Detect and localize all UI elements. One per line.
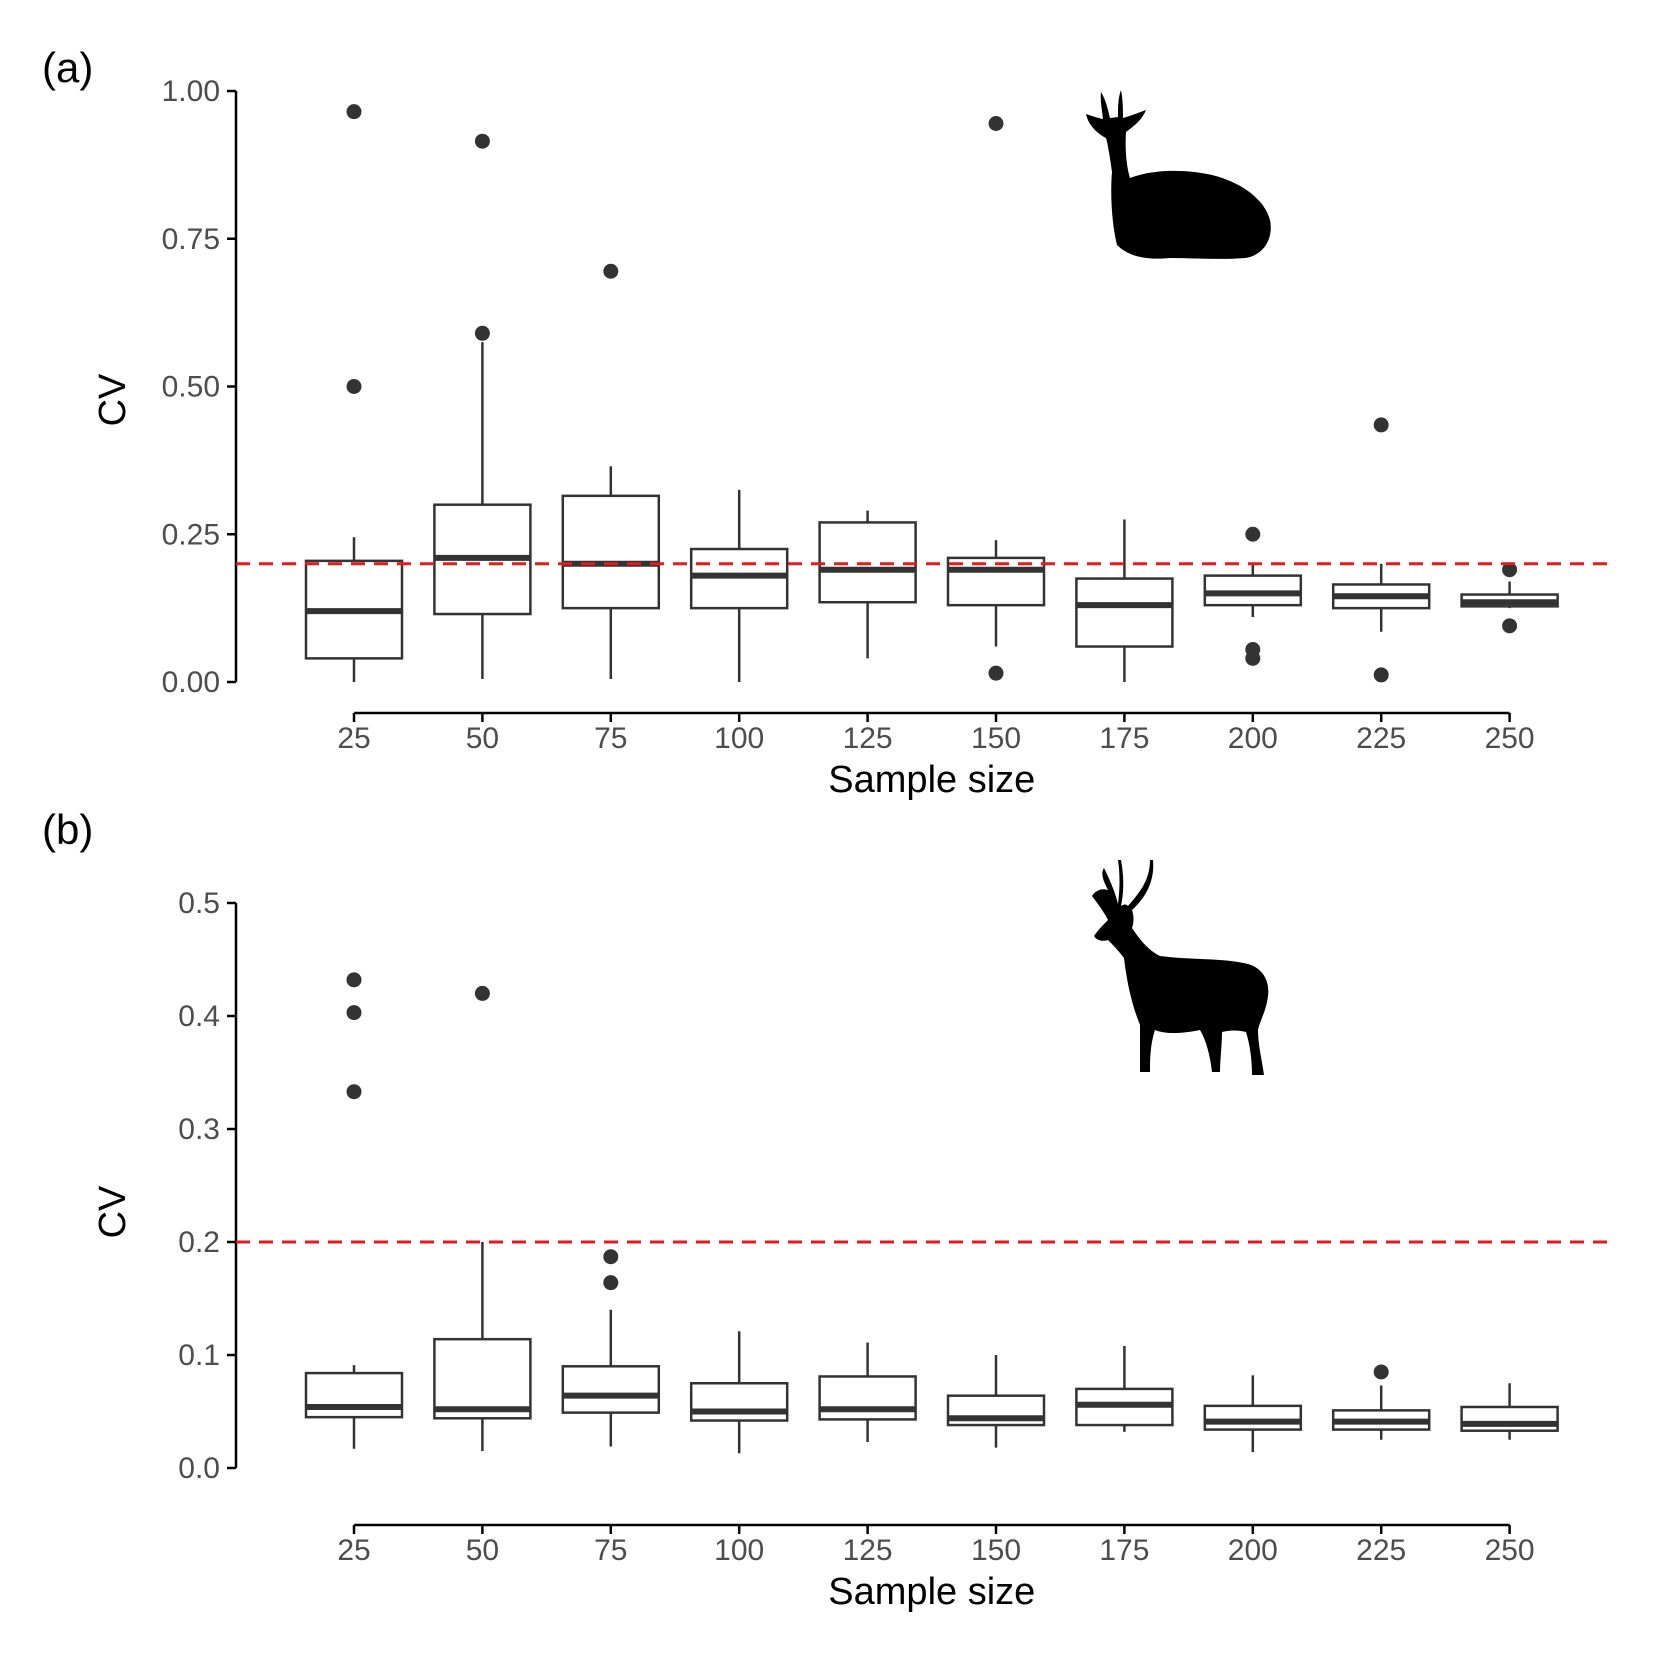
x-tick-label: 225 <box>1356 1534 1406 1567</box>
x-tick-label: 125 <box>843 1534 893 1567</box>
outlier-point <box>474 133 490 149</box>
panel-a-plot: 0.00 0.25 0.50 0.75 1.00 25 50 75 100 125 150 175 20… <box>92 75 1615 801</box>
y-tick-label: 1.00 <box>162 75 220 108</box>
panel-b-label: (b) <box>42 806 94 853</box>
box-iqr <box>561 1365 661 1414</box>
box-iqr <box>1075 577 1174 648</box>
box-250 <box>1460 1383 1559 1440</box>
outlier-point <box>1502 618 1518 634</box>
box-iqr <box>689 1382 789 1422</box>
x-tick-label: 25 <box>337 1534 370 1567</box>
box-150 <box>946 1355 1046 1448</box>
box-100 <box>689 1331 789 1454</box>
x-tick-label: 200 <box>1228 722 1278 755</box>
panel-b-plot: 0.0 0.1 0.2 0.3 0.4 0.5 25 50 75 100 125 150 175 200 2… <box>92 887 1615 1613</box>
box-iqr <box>304 1371 404 1419</box>
x-tick-label: 225 <box>1356 722 1406 755</box>
outlier-point <box>474 985 490 1001</box>
outlier-point <box>1373 667 1389 683</box>
box-50 <box>433 133 532 680</box>
reclining-antelope-silhouette-icon <box>1086 90 1271 259</box>
box-200 <box>1203 526 1303 666</box>
x-tick-label: 75 <box>594 722 627 755</box>
x-tick-label: 100 <box>714 1534 764 1567</box>
x-tick-label: 175 <box>1099 1534 1149 1567</box>
outlier-point <box>346 972 362 988</box>
y-tick-label: 0.5 <box>178 887 220 920</box>
x-tick-label: 150 <box>971 1534 1021 1567</box>
box-75 <box>561 263 661 680</box>
box-250 <box>1460 562 1559 634</box>
y-axis-title: CV <box>92 373 134 426</box>
box-iqr <box>946 556 1046 607</box>
x-tick-label: 250 <box>1485 1534 1535 1567</box>
y-tick-label: 0.1 <box>178 1339 220 1372</box>
outlier-point <box>1373 417 1389 433</box>
y-axis-title: CV <box>92 1185 134 1238</box>
y-tick-label: 0.50 <box>162 371 220 404</box>
y-tick-label: 0.00 <box>162 666 220 699</box>
box-iqr <box>433 1337 532 1420</box>
box-225 <box>1331 1364 1431 1440</box>
x-tick-label: 175 <box>1099 722 1149 755</box>
outlier-point <box>474 325 490 341</box>
x-tick-label: 125 <box>843 722 893 755</box>
box-200 <box>1203 1375 1303 1453</box>
x-tick-label: 200 <box>1228 1534 1278 1567</box>
box-50 <box>433 985 532 1452</box>
x-axis-title: Sample size <box>828 759 1035 801</box>
y-tick-label: 0.4 <box>178 1000 220 1033</box>
outlier-point <box>603 1249 619 1265</box>
y-tick-label: 0.0 <box>178 1452 220 1485</box>
outlier-point <box>988 665 1004 681</box>
outlier-point <box>346 1084 362 1100</box>
outlier-point <box>1245 526 1261 542</box>
box-25 <box>304 972 404 1449</box>
box-150 <box>946 116 1046 681</box>
y-tick-label: 0.75 <box>162 223 220 256</box>
panel-a-label: (a) <box>42 44 94 91</box>
box-125 <box>818 510 917 659</box>
outlier-point <box>988 116 1004 132</box>
x-tick-label: 50 <box>466 1534 499 1567</box>
x-tick-label: 25 <box>337 722 370 755</box>
box-iqr <box>1460 1405 1559 1432</box>
y-tick-label: 0.25 <box>162 518 220 551</box>
x-tick-label: 75 <box>594 1534 627 1567</box>
y-tick-label: 0.3 <box>178 1113 220 1146</box>
box-225 <box>1331 417 1431 683</box>
box-175 <box>1075 1345 1174 1432</box>
box-75 <box>561 1249 661 1447</box>
x-tick-label: 100 <box>714 722 764 755</box>
box-iqr <box>561 494 661 610</box>
box-175 <box>1075 519 1174 682</box>
box-iqr <box>818 1375 917 1421</box>
outlier-point <box>1502 562 1518 578</box>
x-tick-label: 250 <box>1485 722 1535 755</box>
x-tick-label: 150 <box>971 722 1021 755</box>
outlier-point <box>1373 1364 1389 1380</box>
box-125 <box>818 1342 917 1443</box>
outlier-point <box>603 1275 619 1291</box>
outlier-point <box>1245 641 1261 657</box>
box-iqr <box>1203 1404 1303 1431</box>
outlier-point <box>346 379 362 394</box>
box-25 <box>304 104 404 682</box>
box-100 <box>689 489 789 682</box>
x-tick-label: 50 <box>466 722 499 755</box>
x-axis-title: Sample size <box>828 1571 1035 1613</box>
standing-antelope-silhouette-icon <box>1092 860 1269 1075</box>
outlier-point <box>346 104 362 120</box>
outlier-point <box>346 1005 362 1021</box>
y-tick-label: 0.2 <box>178 1226 220 1259</box>
outlier-point <box>603 263 619 279</box>
